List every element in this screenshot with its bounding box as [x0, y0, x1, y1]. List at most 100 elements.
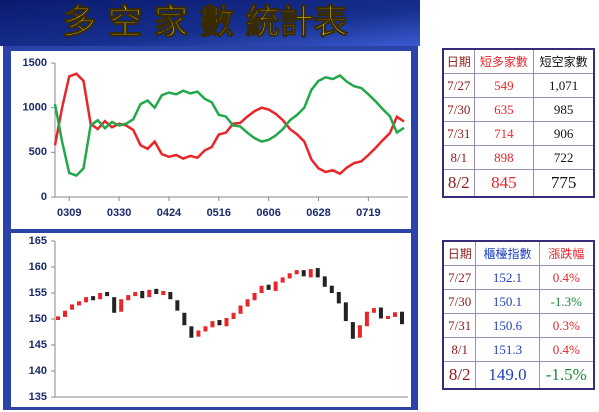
- cell: 7/31: [442, 121, 475, 146]
- header-cell: 短空家數: [533, 48, 595, 74]
- candle-body: [259, 285, 264, 293]
- candle-body: [98, 293, 103, 300]
- cell: 906: [533, 121, 595, 146]
- candle-body: [175, 300, 180, 311]
- candle-body: [378, 307, 383, 319]
- candle-body: [371, 308, 376, 313]
- x-tick-label: 0516: [207, 207, 231, 219]
- row: 8/2 149.0 -1.5%: [442, 361, 595, 390]
- candle-body: [84, 297, 89, 303]
- cell: 549: [473, 73, 535, 98]
- cell: 7/27: [442, 73, 475, 98]
- y-tick-label: 145: [29, 339, 47, 351]
- cell: 149.0: [475, 361, 540, 390]
- cell: 150.6: [475, 313, 540, 338]
- y-tick-label: 1000: [23, 102, 47, 114]
- candle-body: [273, 281, 278, 291]
- candle-body: [168, 291, 173, 300]
- y-tick-label: 165: [29, 235, 47, 247]
- cell: 898: [473, 145, 535, 170]
- candle-body: [364, 311, 369, 327]
- candle-body: [301, 270, 306, 277]
- cell: 722: [533, 145, 595, 170]
- candle-body: [133, 291, 138, 297]
- cell: 775: [533, 169, 595, 198]
- header-cell: 櫃檯指數: [475, 240, 540, 266]
- chart-panel: 多 空 家 數 統計表 0 500 1000 1500 0309 0330 0424 0516…: [0, 0, 420, 410]
- count-table: 日期 短多家數 短空家數 7/27 549 1,071 7/30 635 985 7/31 714 9…: [442, 48, 595, 198]
- candle-body: [392, 312, 397, 317]
- candle-body: [357, 325, 362, 338]
- index-table: 日期 櫃檯指數 漲跌幅 7/27 152.1 0.4% 7/30 150.1 -1.3% 7/31…: [442, 240, 595, 390]
- cell: 714: [473, 121, 535, 146]
- header-cell: 短多家數: [473, 48, 535, 74]
- y-tick-label: 160: [29, 261, 47, 273]
- candle-body: [287, 273, 292, 279]
- candle-body: [400, 311, 404, 325]
- cell: 0.4%: [538, 337, 595, 362]
- row: 7/27 152.1 0.4%: [442, 265, 595, 290]
- cell: 8/1: [442, 145, 475, 170]
- x-tick-label: 0309: [57, 207, 81, 219]
- title: 多 空 家 數 統計表: [62, 3, 347, 43]
- x-tick-label: 0424: [157, 207, 182, 219]
- cell: -1.5%: [538, 361, 595, 390]
- row: 7/31 150.6 0.3%: [442, 313, 595, 338]
- candle-body: [189, 326, 194, 338]
- y-tick-label: 135: [29, 391, 47, 403]
- candle-body: [238, 305, 243, 314]
- y-tick-label: 500: [29, 146, 47, 158]
- cell: 635: [473, 97, 535, 122]
- row: 8/2 845 775: [442, 169, 595, 198]
- candle-body: [294, 270, 299, 275]
- candle-body: [147, 289, 152, 298]
- candle-body: [322, 276, 327, 287]
- candle-body: [280, 277, 285, 283]
- candle-body: [182, 312, 187, 326]
- header-cell: 日期: [442, 240, 477, 266]
- y-tick-label: 140: [29, 365, 47, 377]
- cell: 985: [533, 97, 595, 122]
- candle-body: [196, 330, 201, 337]
- y-tick-label: 150: [29, 313, 47, 325]
- candle-body: [336, 291, 341, 304]
- candle-body: [231, 312, 236, 319]
- candle-body: [203, 326, 208, 332]
- candle-body: [154, 288, 159, 295]
- header-row: 日期 櫃檯指數 漲跌幅: [442, 240, 595, 266]
- candle-body: [112, 297, 117, 313]
- cell: 152.1: [475, 265, 540, 290]
- cell: 1,071: [533, 73, 595, 98]
- series-line: [53, 72, 405, 176]
- x-tick-label: 0719: [356, 207, 380, 219]
- cell: 8/2: [442, 169, 475, 198]
- cell: 8/2: [442, 361, 477, 390]
- candle-body: [343, 302, 348, 322]
- upper-plot: [11, 51, 411, 229]
- row: 8/1 898 722: [442, 145, 595, 170]
- cell: 8/1: [442, 337, 477, 362]
- candle-body: [91, 296, 96, 301]
- row: 7/30 150.1 -1.3%: [442, 289, 595, 314]
- candle-body: [329, 285, 334, 293]
- candle-body: [245, 299, 250, 307]
- lower-plot: [11, 233, 411, 407]
- header-cell: 日期: [442, 48, 475, 74]
- candle-body: [105, 291, 110, 297]
- cell: 7/31: [442, 313, 477, 338]
- header-cell: 漲跌幅: [538, 240, 595, 266]
- cell: 151.3: [475, 337, 540, 362]
- row: 8/1 151.3 0.4%: [442, 337, 595, 362]
- cell: 0.4%: [538, 265, 595, 290]
- candle-body: [140, 290, 145, 299]
- header-row: 日期 短多家數 短空家數: [442, 48, 595, 74]
- candle-body: [63, 310, 68, 317]
- cell: 845: [473, 169, 535, 198]
- row: 7/30 635 985: [442, 97, 595, 122]
- cell: 7/27: [442, 265, 477, 290]
- candle-body: [217, 320, 222, 326]
- cell: 150.1: [475, 289, 540, 314]
- y-tick-label: 155: [29, 287, 47, 299]
- series-line: [53, 74, 405, 178]
